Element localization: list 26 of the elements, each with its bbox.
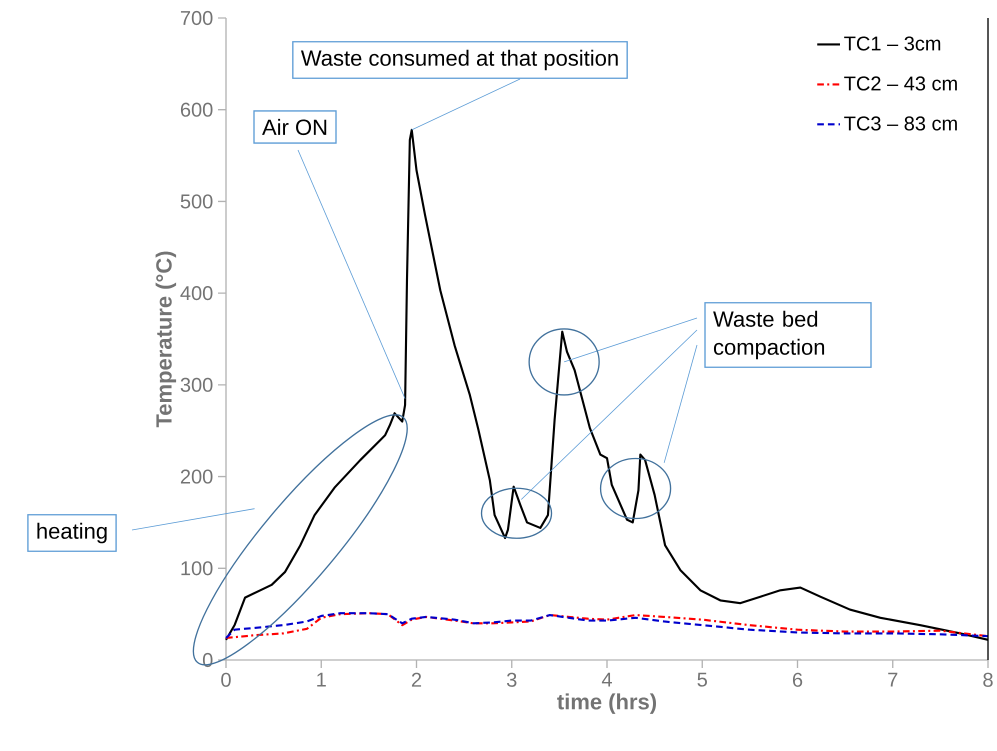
legend-label: TC2 – 43 cm (844, 76, 957, 91)
y-tick-label: 600 (180, 102, 212, 117)
x-tick-label: 5 (697, 672, 707, 687)
y-tick-label: 700 (180, 10, 212, 26)
x-tick-label: 6 (792, 672, 802, 687)
y-tick-label: 300 (180, 378, 212, 392)
y-tick-label: 500 (180, 194, 212, 208)
legend-label: TC1 – 3cm (844, 36, 940, 51)
y-tick-label: 100 (181, 561, 212, 576)
x-tick-label: 1 (317, 672, 326, 686)
annotation: Waste bed compaction (713, 310, 824, 360)
x-tick-label: 3 (506, 672, 516, 687)
y-tick-label: 400 (180, 286, 212, 300)
x-tick-label: 8 (983, 672, 993, 687)
y-tick-label: 200 (180, 469, 212, 484)
annotation: Air ON (262, 118, 326, 136)
legend-label: TC3 – 83 cm (844, 116, 957, 131)
y-axis-title: Temperature (°C) (156, 252, 176, 428)
x-tick-label: 4 (602, 672, 612, 686)
x-tick-label: 0 (221, 672, 231, 687)
x-tick-label: 2 (412, 672, 422, 687)
x-axis-title: time (hrs) (557, 693, 656, 714)
x-tick-label: 7 (888, 672, 898, 686)
line-series (224, 612, 990, 640)
text: heating (37, 522, 107, 544)
annotation: Waste consumed at that position (300, 50, 618, 70)
